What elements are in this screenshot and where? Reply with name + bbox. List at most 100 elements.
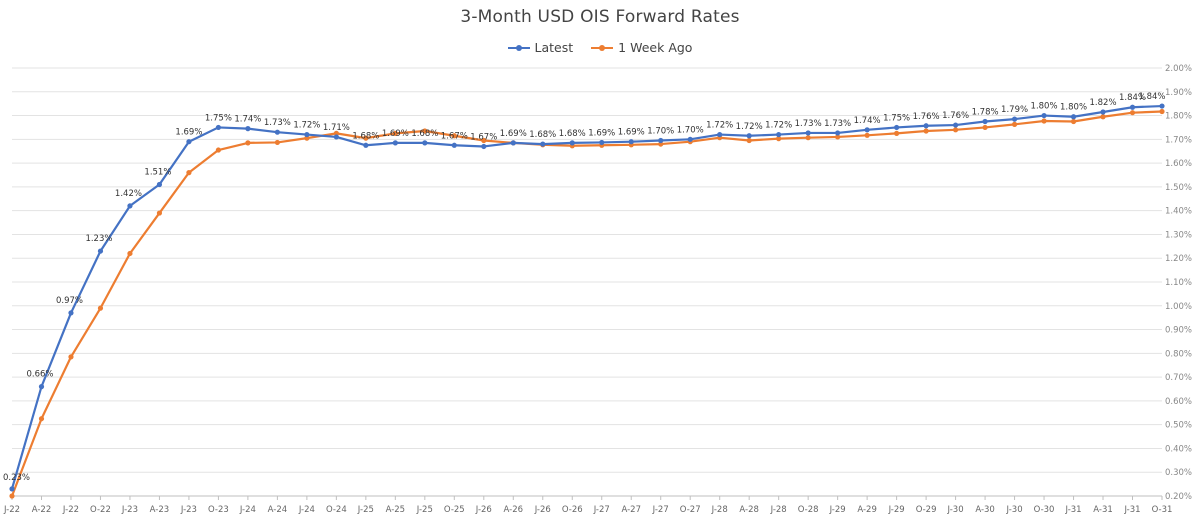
data-point-latest xyxy=(245,126,251,132)
x-tick-label: A-23 xyxy=(150,505,170,515)
x-tick-label: J-27 xyxy=(652,505,669,515)
data-label-latest: 1.79% xyxy=(1001,105,1028,115)
legend-swatch-1-week-ago xyxy=(591,42,614,54)
data-label-latest: 1.76% xyxy=(942,111,969,121)
data-point-latest xyxy=(1041,112,1047,119)
x-tick-label: J-22 xyxy=(62,505,79,515)
data-label-latest: 1.80% xyxy=(1031,102,1058,112)
y-tick-label: 2.00% xyxy=(1165,64,1192,74)
data-point-1-week-ago xyxy=(1041,118,1047,124)
data-label-latest: 1.75% xyxy=(205,113,232,123)
x-tick-label: A-28 xyxy=(739,505,759,515)
data-point-1-week-ago xyxy=(982,124,988,131)
data-label-latest: 1.71% xyxy=(323,123,350,133)
y-tick-label: 0.30% xyxy=(1165,468,1192,478)
data-label-latest: 1.23% xyxy=(85,234,112,244)
data-point-1-week-ago xyxy=(9,493,15,499)
data-point-latest xyxy=(97,248,104,254)
data-point-latest xyxy=(9,486,15,492)
legend-label-latest: Latest xyxy=(534,40,574,55)
data-point-latest xyxy=(540,141,546,147)
data-point-latest xyxy=(923,123,929,129)
data-point-1-week-ago xyxy=(746,137,752,144)
x-tick-label: J-29 xyxy=(829,505,846,515)
data-label-latest: 1.72% xyxy=(765,121,792,131)
data-point-latest xyxy=(363,142,369,148)
data-point-1-week-ago xyxy=(864,132,870,138)
data-label-latest: 1.74% xyxy=(234,115,261,125)
x-tick-label: O-24 xyxy=(326,505,347,515)
data-point-1-week-ago xyxy=(776,136,782,142)
data-point-latest xyxy=(1070,114,1077,120)
data-point-1-week-ago xyxy=(835,134,841,140)
data-point-latest xyxy=(422,140,428,146)
x-tick-label: J-31 xyxy=(1064,505,1081,515)
data-point-latest xyxy=(1159,103,1165,109)
data-point-1-week-ago xyxy=(1011,121,1018,127)
data-label-latest: 1.70% xyxy=(677,125,704,135)
x-tick-label: O-30 xyxy=(1034,505,1055,515)
y-tick-label: 1.40% xyxy=(1165,207,1192,217)
data-point-latest xyxy=(156,181,163,188)
data-label-latest: 1.76% xyxy=(913,112,940,122)
y-tick-label: 0.90% xyxy=(1165,326,1192,336)
data-label-latest: 1.68% xyxy=(529,130,556,140)
data-point-latest xyxy=(1129,104,1136,110)
x-tick-label: O-26 xyxy=(562,505,583,515)
x-tick-label: J-26 xyxy=(534,505,551,515)
data-label-latest: 1.68% xyxy=(352,131,379,141)
data-point-latest xyxy=(127,203,133,209)
data-point-latest xyxy=(687,136,693,142)
y-tick-label: 0.80% xyxy=(1165,349,1192,359)
data-point-latest xyxy=(451,142,457,148)
data-point-latest xyxy=(510,140,516,146)
data-label-latest: 1.67% xyxy=(441,131,468,141)
x-tick-label: A-22 xyxy=(32,505,52,515)
data-point-latest xyxy=(215,124,222,131)
data-label-latest: 1.78% xyxy=(972,108,999,118)
data-point-1-week-ago xyxy=(127,250,133,257)
data-label-latest: 0.97% xyxy=(56,296,83,306)
y-tick-label: 1.00% xyxy=(1165,302,1192,312)
data-point-latest xyxy=(186,139,192,145)
legend-item-latest[interactable]: Latest xyxy=(507,40,574,55)
x-tick-label: A-30 xyxy=(975,505,995,515)
x-tick-label: O-28 xyxy=(798,505,819,515)
data-label-latest: 1.72% xyxy=(706,121,733,131)
data-point-1-week-ago xyxy=(1070,118,1077,125)
x-tick-label: A-24 xyxy=(268,505,288,515)
data-point-1-week-ago xyxy=(156,210,163,216)
data-point-1-week-ago xyxy=(481,137,487,144)
data-point-1-week-ago xyxy=(952,127,959,133)
data-point-1-week-ago xyxy=(923,128,929,134)
data-label-latest: 1.75% xyxy=(883,113,910,123)
data-point-1-week-ago xyxy=(274,139,280,146)
x-tick-label: J-24 xyxy=(298,505,315,515)
data-label-latest: 1.80% xyxy=(1060,103,1087,113)
data-point-1-week-ago xyxy=(422,128,428,134)
x-tick-label: J-24 xyxy=(239,505,256,515)
chart-title: 3-Month USD OIS Forward Rates xyxy=(460,7,740,27)
x-tick-label: O-22 xyxy=(90,505,111,515)
data-label-latest: 1.42% xyxy=(115,189,142,199)
x-tick-label: A-26 xyxy=(504,505,524,515)
data-label-latest: 1.74% xyxy=(854,116,881,126)
data-label-latest: 1.73% xyxy=(264,118,291,128)
x-tick-label: J-27 xyxy=(593,505,610,515)
data-point-1-week-ago xyxy=(658,141,664,147)
x-tick-label: J-23 xyxy=(121,505,138,515)
data-point-latest xyxy=(805,130,811,136)
data-point-latest xyxy=(982,118,988,125)
x-tick-label: J-25 xyxy=(416,505,433,515)
data-point-latest xyxy=(68,310,74,316)
data-label-latest: 1.69% xyxy=(618,128,645,138)
x-tick-label: J-29 xyxy=(888,505,905,515)
data-label-latest: 1.69% xyxy=(175,128,202,138)
x-tick-label: J-26 xyxy=(475,505,492,515)
legend-item-1-week-ago[interactable]: 1 Week Ago xyxy=(591,40,692,55)
data-point-latest xyxy=(746,133,752,139)
legend: Latest 1 Week Ago xyxy=(0,40,1200,55)
x-tick-label: O-25 xyxy=(444,505,465,515)
y-tick-label: 0.40% xyxy=(1165,444,1192,454)
data-point-latest xyxy=(481,143,487,150)
